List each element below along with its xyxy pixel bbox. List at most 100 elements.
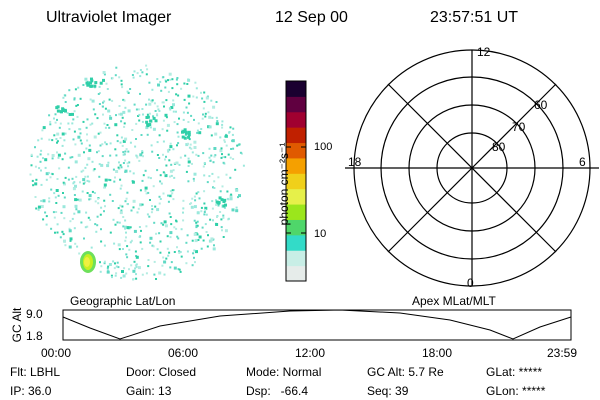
uv-speckle-cluster [55, 106, 59, 110]
uv-speckle [64, 176, 67, 179]
uv-speckle [180, 228, 183, 231]
uv-speckle [200, 91, 202, 94]
uv-speckle [61, 230, 64, 233]
uv-speckle [59, 122, 62, 125]
instrument-title: Ultraviolet Imager [46, 9, 172, 26]
uv-speckle [54, 121, 57, 124]
uv-speckle [139, 241, 142, 244]
uv-speckle [176, 235, 179, 238]
uv-speckle [141, 179, 144, 182]
uv-speckle [213, 155, 216, 158]
uv-speckle [66, 112, 69, 114]
uv-speckle [119, 204, 122, 207]
uv-speckle [166, 123, 170, 127]
uv-speckle [99, 144, 102, 147]
uv-speckle [178, 117, 180, 120]
uv-speckle [201, 117, 204, 120]
uv-speckle-cluster [62, 109, 66, 113]
uv-speckle [151, 99, 154, 102]
uv-speckle [228, 131, 231, 133]
uv-speckle [99, 81, 103, 85]
uv-speckle [210, 99, 213, 102]
uv-speckle [104, 205, 106, 208]
uv-speckle [96, 117, 99, 120]
uv-speckle [86, 192, 89, 194]
uv-speckle [53, 192, 56, 195]
uv-speckle [197, 154, 200, 157]
uv-speckle [209, 159, 212, 162]
uv-speckle [54, 231, 56, 234]
uv-speckle [158, 271, 162, 275]
uv-speckle [117, 166, 120, 169]
uv-speckle [57, 153, 61, 157]
uv-speckle [167, 254, 170, 257]
uv-speckle [220, 218, 223, 221]
uv-speckle [45, 223, 48, 226]
uv-speckle [138, 159, 141, 162]
uv-speckle-cluster [59, 110, 63, 114]
uv-speckle [195, 153, 198, 156]
colorbar-units-label: photon cm⁻²s⁻¹ [277, 142, 291, 226]
uv-speckle [96, 224, 99, 227]
uv-speckle [235, 188, 239, 192]
uv-speckle [227, 153, 230, 156]
uv-speckle [31, 179, 34, 182]
uv-speckle [156, 208, 160, 212]
uv-speckle [30, 164, 33, 167]
colorbar-band [286, 157, 306, 174]
uv-speckle [124, 219, 127, 222]
status-gc-alt: GC Alt: 5.7 Re [367, 365, 444, 379]
uv-speckle [64, 244, 67, 247]
uv-speckle [203, 202, 206, 205]
uv-speckle [68, 113, 72, 116]
uv-speckle [52, 211, 55, 214]
uv-speckle [127, 150, 130, 153]
uv-speckle [151, 150, 154, 153]
uv-speckle [173, 189, 175, 192]
uv-speckle [145, 272, 148, 275]
uv-speckle [241, 152, 243, 155]
uv-speckle [119, 178, 122, 181]
uv-speckle [179, 270, 182, 273]
uv-speckle [112, 218, 115, 221]
uv-speckle [128, 248, 131, 251]
uv-speckle [73, 181, 76, 184]
uv-speckle [190, 205, 194, 209]
uv-speckle [145, 126, 149, 130]
uv-speckle [224, 134, 228, 138]
uv-speckle [194, 261, 196, 264]
uv-speckle [144, 186, 148, 190]
uv-speckle-cluster [181, 135, 185, 139]
uv-speckle [100, 206, 103, 209]
uv-speckle [149, 236, 153, 240]
uv-speckle [163, 105, 165, 108]
uv-speckle [149, 126, 152, 129]
uv-speckle-cluster [86, 83, 90, 87]
uv-speckle [231, 133, 234, 136]
uv-speckle [137, 266, 141, 270]
uv-speckle [95, 230, 98, 233]
uv-speckle [170, 174, 173, 177]
uv-speckle [120, 209, 123, 212]
uv-speckle [48, 114, 51, 117]
uv-speckle [176, 83, 179, 86]
uv-speckle [61, 158, 64, 161]
uv-speckle [103, 186, 106, 189]
uv-speckle [114, 176, 116, 179]
uv-speckle [107, 161, 110, 164]
uv-speckle [84, 77, 88, 81]
uv-speckle [162, 119, 165, 122]
uv-speckle-cluster [187, 130, 191, 134]
uv-speckle [151, 205, 153, 207]
uv-speckle [195, 87, 198, 90]
x-tick-0600: 06:00 [168, 346, 199, 360]
uv-speckle [104, 178, 108, 182]
uv-speckle [202, 152, 205, 155]
uv-speckle [133, 229, 137, 233]
uv-speckle [138, 113, 141, 116]
uv-speckle [153, 102, 156, 105]
uv-speckle [198, 197, 201, 200]
uv-speckle [176, 77, 179, 79]
uv-speckle-cluster [90, 84, 94, 88]
uv-speckle [214, 132, 218, 136]
